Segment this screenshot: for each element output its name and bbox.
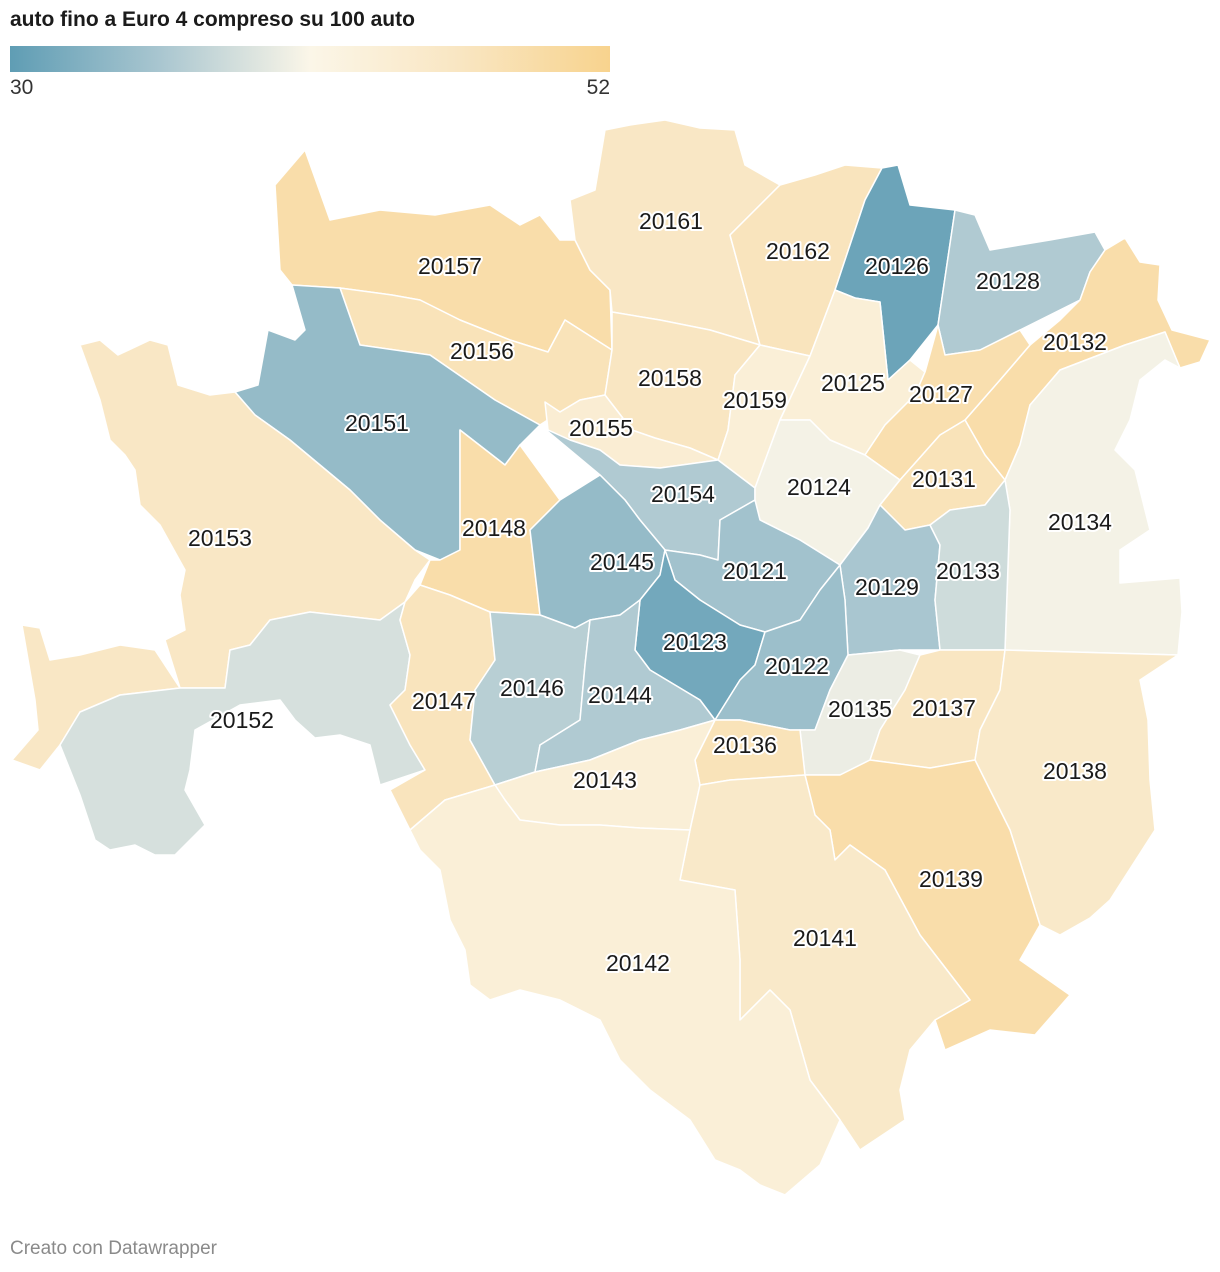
zone-label-20155: 20155 [569,415,633,441]
zone-label-20152: 20152 [210,707,274,733]
zone-label-20147: 20147 [412,688,476,714]
zone-20142[interactable] [409,784,841,1196]
zone-label-20129: 20129 [855,574,919,600]
zone-20133[interactable] [929,479,1011,651]
zone-label-20139: 20139 [919,866,983,892]
map-title: auto fino a Euro 4 compreso su 100 auto [10,8,415,31]
zone-label-20144: 20144 [588,682,652,708]
zone-label-20162: 20162 [766,238,830,264]
zone-label-20143: 20143 [573,767,637,793]
credit-text: Creato con Datawrapper [10,1238,217,1259]
legend-min-label: 30 [10,76,34,99]
zone-label-20161: 20161 [639,208,703,234]
zone-label-20151: 20151 [345,410,409,436]
zone-label-20138: 20138 [1043,758,1107,784]
zone-20134[interactable] [1004,331,1183,656]
zone-20152[interactable] [59,601,426,856]
zone-label-20125: 20125 [821,370,885,396]
zone-label-20142: 20142 [606,950,670,976]
zone-label-20126: 20126 [865,253,929,279]
zone-20127[interactable] [864,324,1031,481]
zone-label-20158: 20158 [638,365,702,391]
legend-max-label: 52 [586,76,610,99]
zone-label-20122: 20122 [765,653,829,679]
zone-label-20137: 20137 [912,695,976,721]
zone-label-20133: 20133 [936,558,1000,584]
zone-label-20153: 20153 [188,525,252,551]
zone-label-20146: 20146 [500,675,564,701]
zone-label-20145: 20145 [590,549,654,575]
zone-label-20121: 20121 [723,558,787,584]
zone-label-20127: 20127 [909,381,973,407]
zone-20138[interactable] [974,649,1179,936]
zone-label-20132: 20132 [1043,329,1107,355]
zone-label-20154: 20154 [651,481,715,507]
zone-label-20128: 20128 [976,268,1040,294]
zone-label-20157: 20157 [418,253,482,279]
zone-label-20135: 20135 [828,696,892,722]
zone-label-20134: 20134 [1048,509,1112,535]
zone-label-20136: 20136 [713,732,777,758]
zone-label-20148: 20148 [462,515,526,541]
zone-label-20159: 20159 [723,387,787,413]
zone-label-20123: 20123 [663,629,727,655]
color-scale-bar [10,46,610,72]
zone-label-20131: 20131 [912,466,976,492]
zone-label-20156: 20156 [450,338,514,364]
zone-label-20141: 20141 [793,925,857,951]
zone-label-20124: 20124 [787,474,851,500]
